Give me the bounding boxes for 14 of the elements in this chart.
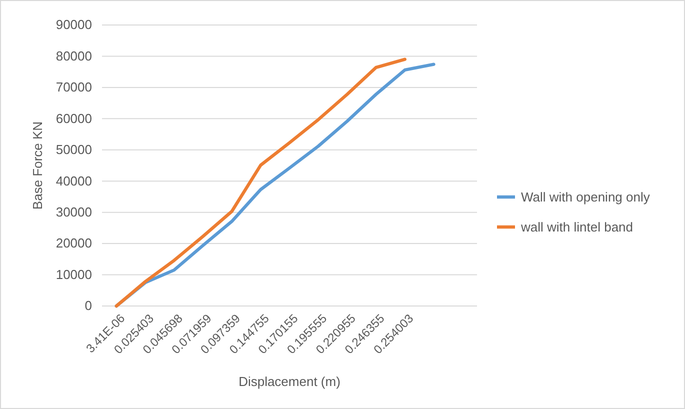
x-axis-title: Displacement (m) [238,374,340,389]
y-tick-label: 30000 [56,204,92,220]
y-tick-label: 20000 [56,236,92,251]
y-tick-label: 70000 [56,80,92,95]
y-tick-label: 40000 [56,173,92,188]
y-tick-label: 80000 [56,48,92,64]
legend-label: Wall with opening only [521,190,650,205]
y-tick-label: 50000 [56,142,92,158]
y-axis-title: Base Force KN [30,121,45,210]
y-tick-label: 60000 [56,110,92,126]
legend-label: wall with lintel band [520,220,634,235]
y-tick-label: 0 [84,298,92,314]
y-tick-label: 10000 [56,266,92,282]
y-tick-label: 90000 [56,17,92,32]
